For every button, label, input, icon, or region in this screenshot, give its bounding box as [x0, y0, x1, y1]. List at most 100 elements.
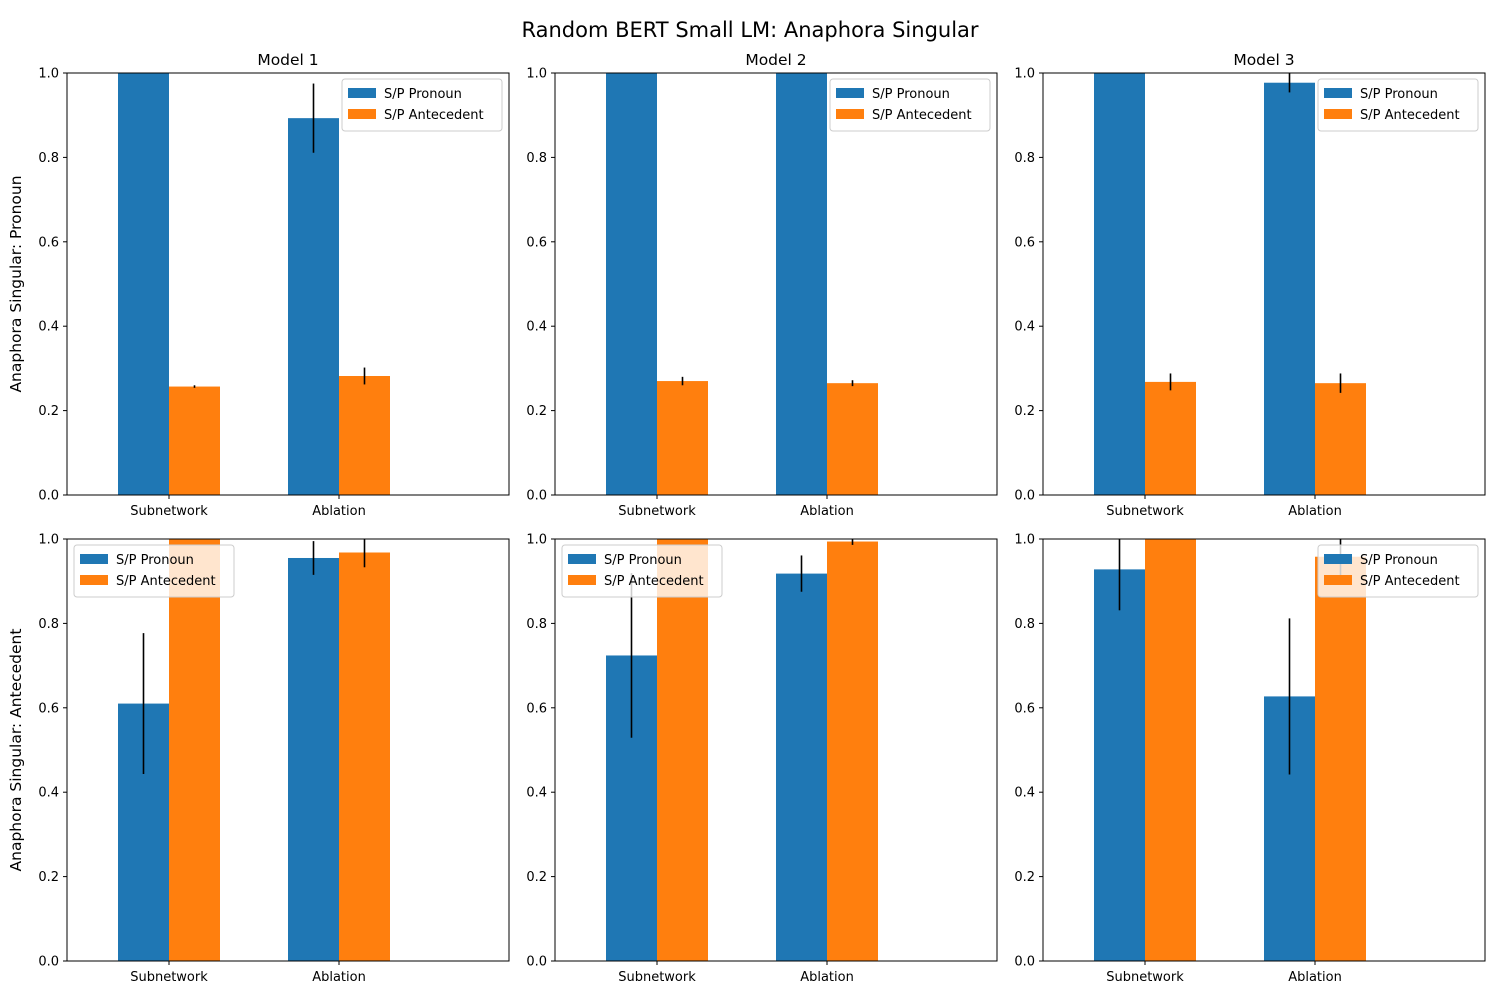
legend-label: S/P Pronoun — [384, 87, 462, 102]
bar-s-p-pronoun-subnetwork — [118, 73, 169, 495]
y-tick-label: 1.0 — [526, 67, 547, 82]
y-tick-label: 0.6 — [1014, 235, 1035, 250]
axes-frame — [554, 72, 998, 496]
bar-s-p-pronoun-ablation — [1264, 82, 1315, 495]
bar-s-p-pronoun-ablation — [776, 573, 827, 961]
plot-area — [1094, 73, 1366, 495]
bar-s-p-pronoun-ablation — [776, 73, 827, 495]
legend-label: S/P Antecedent — [1360, 108, 1460, 123]
legend-swatch — [836, 109, 864, 119]
x-tick-label: Ablation — [312, 504, 366, 519]
legend-box — [73, 544, 235, 598]
bar-s-p-antecedent-ablation — [1315, 383, 1366, 495]
chart-panel-1: 0.0 0.2 0.4 0.6 0.8 1.0 Subnetwork Ablation Mode… — [7, 51, 510, 519]
legend-swatch — [348, 88, 376, 98]
legend: S/P Pronoun S/P Antecedent — [1317, 78, 1479, 132]
x-tick-label: Ablation — [1288, 970, 1342, 985]
bar-s-p-pronoun-ablation — [288, 557, 339, 961]
bar-s-p-antecedent-ablation — [339, 376, 390, 495]
bar-s-p-antecedent-ablation — [339, 552, 390, 961]
y-tick-label: 1.0 — [38, 533, 59, 548]
plot-area — [1094, 539, 1366, 961]
legend-label: S/P Pronoun — [604, 553, 682, 568]
axes-frame — [554, 538, 998, 962]
axes-frame — [66, 72, 510, 496]
legend-label: S/P Pronoun — [1360, 553, 1438, 568]
y-tick-label: 0.8 — [38, 151, 59, 166]
y-tick-label: 1.0 — [1014, 533, 1035, 548]
legend-label: S/P Antecedent — [116, 574, 216, 589]
panel-title: Model 2 — [745, 51, 806, 69]
chart-panel-5: 0.0 0.2 0.4 0.6 0.8 1.0 Subnetwork Ablation S/P … — [526, 533, 998, 985]
y-tick-label: 0.6 — [526, 701, 547, 716]
bar-s-p-antecedent-subnetwork — [169, 386, 220, 495]
axes-frame — [66, 538, 510, 962]
legend-swatch — [1324, 575, 1352, 585]
x-tick-label: Ablation — [1288, 504, 1342, 519]
bar-s-p-antecedent-subnetwork — [657, 381, 708, 495]
y-tick-label: 1.0 — [38, 67, 59, 82]
legend-label: S/P Antecedent — [384, 108, 484, 123]
legend-box — [1317, 78, 1479, 132]
x-tick-label: Subnetwork — [618, 504, 696, 519]
y-axis-label: Anaphora Singular: Pronoun — [7, 175, 25, 392]
bar-s-p-pronoun-subnetwork — [1094, 73, 1145, 495]
y-tick-label: 0.6 — [526, 235, 547, 250]
legend-swatch — [1324, 88, 1352, 98]
y-tick-label: 1.0 — [526, 533, 547, 548]
legend-label: S/P Pronoun — [1360, 87, 1438, 102]
bar-s-p-antecedent-ablation — [1315, 556, 1366, 961]
legend-label: S/P Antecedent — [1360, 574, 1460, 589]
bar-s-p-pronoun-subnetwork — [606, 73, 657, 495]
y-tick-label: 0.8 — [526, 151, 547, 166]
bar-s-p-antecedent-ablation — [827, 541, 878, 961]
y-tick-label: 0.4 — [526, 320, 547, 335]
y-tick-label: 0.2 — [1014, 870, 1035, 885]
x-tick-label: Ablation — [800, 504, 854, 519]
y-tick-label: 0.0 — [38, 955, 59, 970]
legend-swatch — [568, 554, 596, 564]
legend: S/P Pronoun S/P Antecedent — [561, 544, 723, 598]
y-tick-label: 0.6 — [38, 235, 59, 250]
y-tick-label: 1.0 — [1014, 67, 1035, 82]
x-tick-label: Subnetwork — [1106, 970, 1184, 985]
axes-frame — [1042, 72, 1486, 496]
y-tick-label: 0.0 — [526, 489, 547, 504]
y-tick-label: 0.6 — [38, 701, 59, 716]
bar-s-p-antecedent-subnetwork — [169, 539, 220, 961]
legend-box — [561, 544, 723, 598]
y-tick-label: 0.2 — [38, 870, 59, 885]
y-tick-label: 0.8 — [1014, 617, 1035, 632]
plot-area — [118, 73, 390, 495]
legend: S/P Pronoun S/P Antecedent — [341, 78, 503, 132]
legend: S/P Pronoun S/P Antecedent — [73, 544, 235, 598]
plot-area — [118, 539, 390, 961]
y-tick-label: 0.0 — [38, 489, 59, 504]
legend: S/P Pronoun S/P Antecedent — [1317, 544, 1479, 598]
y-tick-label: 0.2 — [526, 404, 547, 419]
chart-panel-2: 0.0 0.2 0.4 0.6 0.8 1.0 Subnetwork Ablation Mode… — [526, 51, 998, 519]
y-tick-label: 0.0 — [1014, 955, 1035, 970]
legend-label: S/P Antecedent — [604, 574, 704, 589]
y-axis-label: Anaphora Singular: Antecedent — [7, 629, 25, 872]
chart-panel-3: 0.0 0.2 0.4 0.6 0.8 1.0 Subnetwork Ablation Mode… — [1014, 51, 1486, 519]
y-tick-label: 0.4 — [526, 786, 547, 801]
legend-swatch — [1324, 554, 1352, 564]
y-tick-label: 0.0 — [1014, 489, 1035, 504]
x-tick-label: Ablation — [800, 970, 854, 985]
y-tick-label: 0.2 — [526, 870, 547, 885]
y-tick-label: 0.6 — [1014, 701, 1035, 716]
chart-panel-6: 0.0 0.2 0.4 0.6 0.8 1.0 Subnetwork Ablation S/P … — [1014, 533, 1486, 985]
y-tick-label: 0.2 — [38, 404, 59, 419]
legend-box — [341, 78, 503, 132]
figure-suptitle: Random BERT Small LM: Anaphora Singular — [521, 18, 978, 42]
bar-s-p-antecedent-subnetwork — [1145, 381, 1196, 495]
y-tick-label: 0.4 — [1014, 320, 1035, 335]
y-tick-label: 0.2 — [1014, 404, 1035, 419]
legend-box — [1317, 544, 1479, 598]
bar-s-p-pronoun-subnetwork — [1094, 569, 1145, 961]
legend: S/P Pronoun S/P Antecedent — [829, 78, 991, 132]
x-tick-label: Subnetwork — [1106, 504, 1184, 519]
